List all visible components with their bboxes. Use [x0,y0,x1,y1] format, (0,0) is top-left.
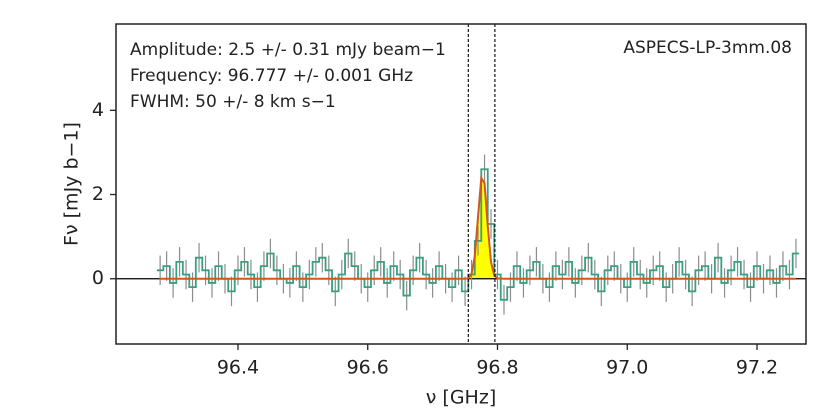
y-axis-label: Fν [mJy b−1] [61,122,83,246]
y-tick-label: 2 [92,183,104,205]
y-tick-label: 4 [92,99,104,121]
x-tick-label: 96.8 [476,357,518,379]
plot-frame [115,23,807,345]
x-tick-label: 97.0 [606,357,648,379]
y-tick-label: 0 [92,267,104,289]
x-tick-label: 97.2 [736,357,778,379]
fit-line [160,175,796,280]
chart-title: ASPECS-LP-3mm.08 [623,38,792,58]
annotation: Frequency: 96.777 +/- 0.001 GHz [130,66,413,86]
spectrum-step [156,168,800,301]
x-tick-label: 96.6 [347,357,389,379]
x-tick-label: 96.4 [217,357,259,379]
annotation: FWHM: 50 +/- 8 km s−1 [130,92,336,112]
x-axis-label: ν [GHz] [426,387,496,409]
annotation: Amplitude: 2.5 +/- 0.31 mJy beam−1 [130,40,446,60]
